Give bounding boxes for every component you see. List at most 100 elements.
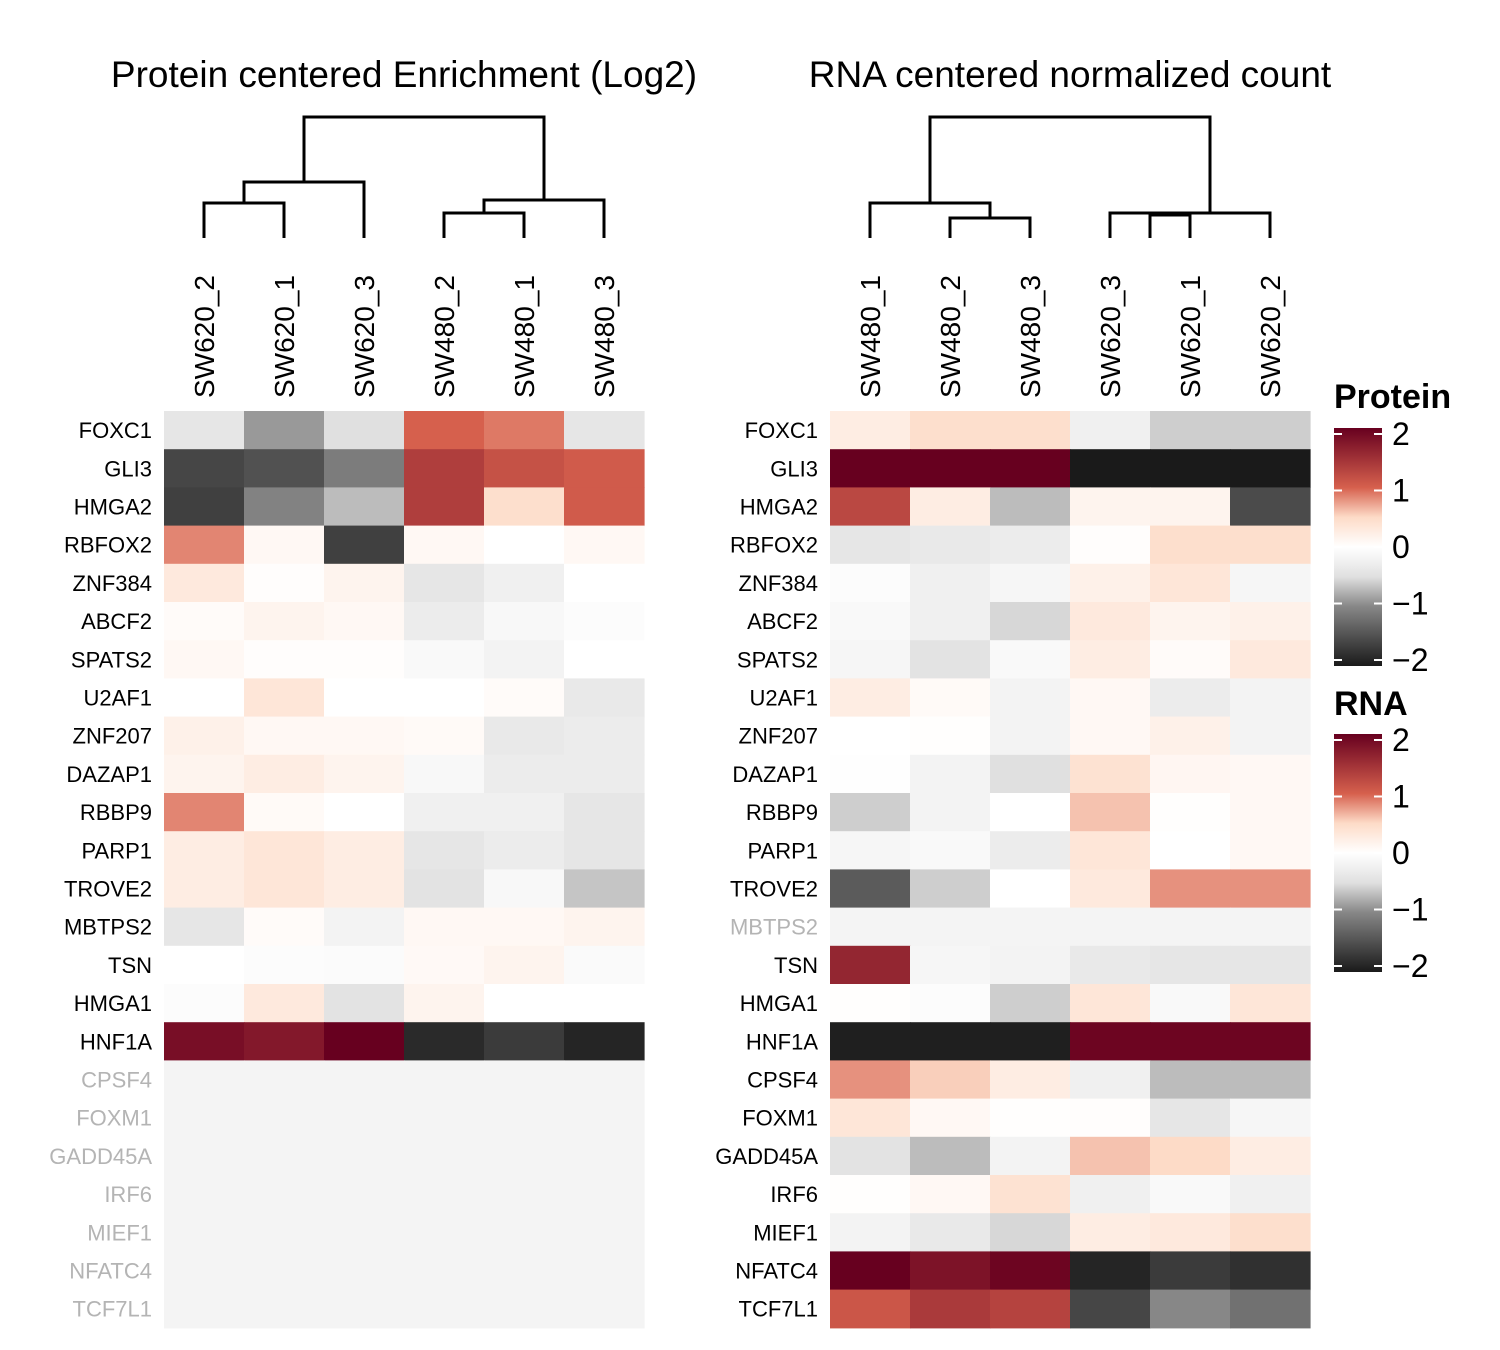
column-label: SW480_2 <box>429 275 460 398</box>
heatmap-cell <box>990 1175 1071 1214</box>
heatmap-cell <box>910 678 991 718</box>
heatmap-cell <box>164 487 245 527</box>
heatmap-cell <box>244 1289 325 1329</box>
legend-tick-label: −1 <box>1392 892 1428 928</box>
heatmap-cell <box>1070 411 1151 450</box>
legend-tick-label: 2 <box>1392 416 1410 452</box>
heatmap-cell <box>1070 1098 1151 1138</box>
heatmap-cell <box>404 1060 485 1100</box>
column-label: SW480_1 <box>509 275 540 398</box>
heatmap-cell <box>1070 640 1151 679</box>
heatmap-cell <box>990 831 1071 870</box>
heatmap-cell <box>990 1022 1071 1061</box>
row-label: SPATS2 <box>71 647 152 672</box>
heatmap-cell <box>484 1136 565 1176</box>
row-label: MBTPS2 <box>64 915 152 940</box>
heatmap-cell <box>1230 411 1311 450</box>
heatmap-cell <box>564 640 645 679</box>
heatmap-cell <box>324 1213 405 1252</box>
heatmap-cell <box>244 1136 325 1176</box>
heatmap-cell <box>1230 602 1311 641</box>
heatmap-cell <box>1230 907 1311 947</box>
row-label: MIEF1 <box>753 1220 818 1245</box>
heatmap-cell <box>1230 525 1311 565</box>
heatmap-cell <box>830 793 911 832</box>
heatmap-cell <box>1230 793 1311 832</box>
heatmap-cell <box>910 754 991 794</box>
heatmap-cell <box>1150 640 1231 679</box>
heatmap-cell <box>1070 984 1151 1023</box>
heatmap-cell <box>1150 716 1231 756</box>
protein-heatmap-title: Protein centered Enrichment (Log2) <box>111 54 697 95</box>
row-label: GLI3 <box>104 456 152 481</box>
heatmap-cell <box>244 984 325 1023</box>
column-label: SW620_2 <box>189 275 220 398</box>
heatmap-cell <box>1070 907 1151 947</box>
heatmap-cell <box>830 1251 911 1291</box>
heatmap-cell <box>164 907 245 947</box>
heatmap-cell <box>910 1060 991 1100</box>
heatmap-cell <box>564 907 645 947</box>
rna-heatmap-title: RNA centered normalized count <box>809 54 1332 95</box>
heatmap-cell <box>244 563 325 603</box>
heatmap-cell <box>1230 1213 1311 1252</box>
heatmap-cell <box>1150 1136 1231 1176</box>
heatmap-cell <box>244 678 325 718</box>
heatmap-cell <box>910 640 991 679</box>
row-label: ZNF384 <box>739 571 818 596</box>
heatmap-cell <box>1150 1098 1231 1138</box>
heatmap-cell <box>1230 1098 1311 1138</box>
heatmap-cell <box>244 754 325 794</box>
row-label: HMGA2 <box>74 495 152 520</box>
heatmap-cell <box>910 487 991 527</box>
heatmap-cell <box>324 525 405 565</box>
heatmap-cell <box>1230 984 1311 1023</box>
heatmap-cell <box>910 411 991 450</box>
heatmap-cell <box>910 602 991 641</box>
heatmap-cell <box>1230 1022 1311 1061</box>
heatmap-cell <box>164 984 245 1023</box>
heatmap-cell <box>990 487 1071 527</box>
row-label: ZNF207 <box>739 724 818 749</box>
heatmap-cell <box>1070 487 1151 527</box>
heatmap-cell <box>324 831 405 870</box>
heatmap-cell <box>324 678 405 718</box>
heatmap-cell <box>164 411 245 450</box>
column-label: SW480_3 <box>1015 275 1046 398</box>
heatmap-cell <box>484 411 565 450</box>
heatmap-cell <box>484 640 565 679</box>
row-label: IRF6 <box>770 1182 818 1207</box>
column-label: SW480_1 <box>855 275 886 398</box>
heatmap-cell <box>1150 945 1231 985</box>
heatmap-cell <box>484 1098 565 1138</box>
row-label: RBBP9 <box>746 800 818 825</box>
heatmap-cell <box>910 831 991 870</box>
heatmap-cell <box>164 678 245 718</box>
heatmap-cell <box>1150 525 1231 565</box>
heatmap-cell <box>1230 678 1311 718</box>
heatmap-cell <box>164 640 245 679</box>
row-label: MIEF1 <box>87 1220 152 1245</box>
heatmap-cell <box>564 678 645 718</box>
rna-heatmap <box>830 411 1311 1329</box>
heatmap-cell <box>244 640 325 679</box>
heatmap-cell <box>1150 602 1231 641</box>
heatmap-cell <box>244 1175 325 1214</box>
protein-legend-title: Protein <box>1334 378 1451 416</box>
row-label: PARP1 <box>747 838 818 863</box>
protein-row-labels: FOXC1 GLI3 HMGA2 RBFOX2 ZNF384 ABCF2 SPATS2 U2A… <box>49 418 152 1322</box>
heatmap-cell <box>404 716 485 756</box>
heatmap-cell <box>1070 716 1151 756</box>
heatmap-cell <box>324 1175 405 1214</box>
heatmap-cell <box>1070 869 1151 909</box>
heatmap-cell <box>244 487 325 527</box>
heatmap-cell <box>830 411 911 450</box>
heatmap-cell <box>990 869 1071 909</box>
heatmap-cell <box>830 678 911 718</box>
heatmap-cell <box>164 525 245 565</box>
heatmap-cell <box>404 1175 485 1214</box>
row-label: TSN <box>108 953 152 978</box>
heatmap-cell <box>324 449 405 488</box>
heatmap-cell <box>484 602 565 641</box>
heatmap-cell <box>404 1213 485 1252</box>
